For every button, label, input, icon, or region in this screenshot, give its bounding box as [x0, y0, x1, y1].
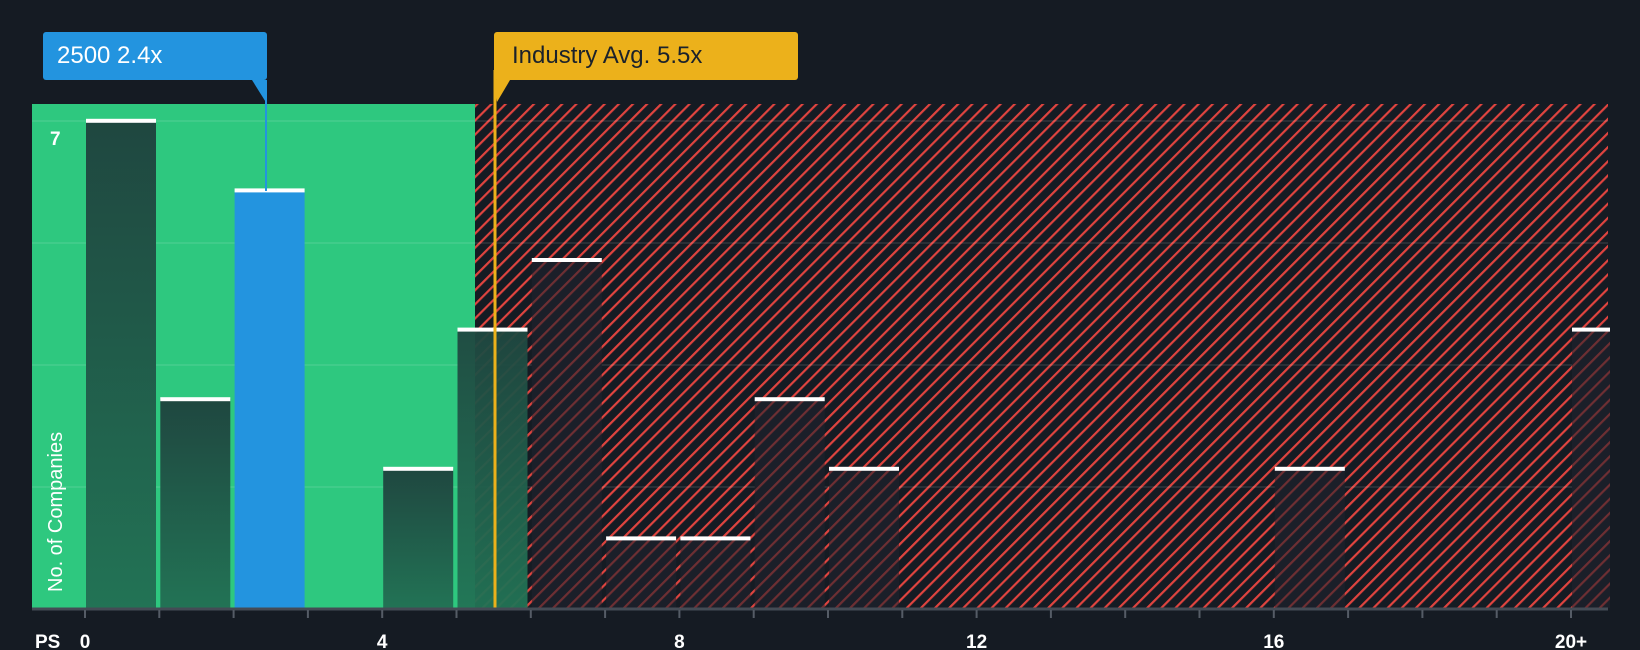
histogram-bar — [383, 468, 454, 608]
histogram-bar — [86, 120, 156, 609]
x-tick-label: 4 — [377, 632, 388, 650]
x-axis-labels: 0 4 8 12 16 20+ — [80, 632, 1587, 650]
industry-average-callout: Industry Avg. 5.5x — [494, 32, 798, 80]
histogram-bar — [1572, 329, 1610, 608]
bar-cap — [457, 327, 528, 332]
industry-callout-pointer — [494, 80, 510, 102]
bar-cap — [754, 397, 825, 402]
company-ps-callout: 2500 2.4x — [43, 32, 267, 80]
histogram-bar — [457, 329, 528, 608]
bar-cap — [829, 466, 899, 471]
x-tick-label: 12 — [966, 632, 987, 650]
x-tick-label: 0 — [80, 632, 91, 650]
bar-cap — [86, 118, 156, 123]
bar-cap — [606, 536, 677, 541]
histogram-bar — [829, 468, 899, 608]
bar-cap — [680, 536, 751, 541]
bar-cap — [1274, 466, 1345, 471]
histogram-bar — [680, 538, 751, 608]
bar-cap — [1572, 327, 1610, 332]
bar-cap — [234, 188, 305, 193]
x-axis-title: PS — [35, 632, 60, 650]
company-callout-pointer — [252, 80, 267, 104]
histogram-bar — [754, 399, 825, 608]
y-max-label: 7 — [50, 129, 61, 150]
x-axis-ticks — [84, 610, 1572, 618]
histogram-bar — [606, 538, 677, 608]
histogram-bars — [86, 118, 1610, 609]
histogram-bar — [531, 260, 602, 608]
y-axis-title: No. of Companies — [45, 432, 67, 592]
bar-cap — [160, 397, 231, 402]
bar-cap — [531, 258, 602, 262]
x-tick-label: 8 — [674, 632, 685, 650]
x-tick-label: 20+ — [1555, 632, 1587, 650]
bar-cap — [383, 466, 454, 471]
overvalued-zone — [475, 104, 1608, 608]
histogram-bar — [160, 399, 231, 608]
histogram-bar — [234, 190, 305, 608]
histogram-bar — [1274, 468, 1345, 608]
x-tick-label: 16 — [1263, 632, 1284, 650]
